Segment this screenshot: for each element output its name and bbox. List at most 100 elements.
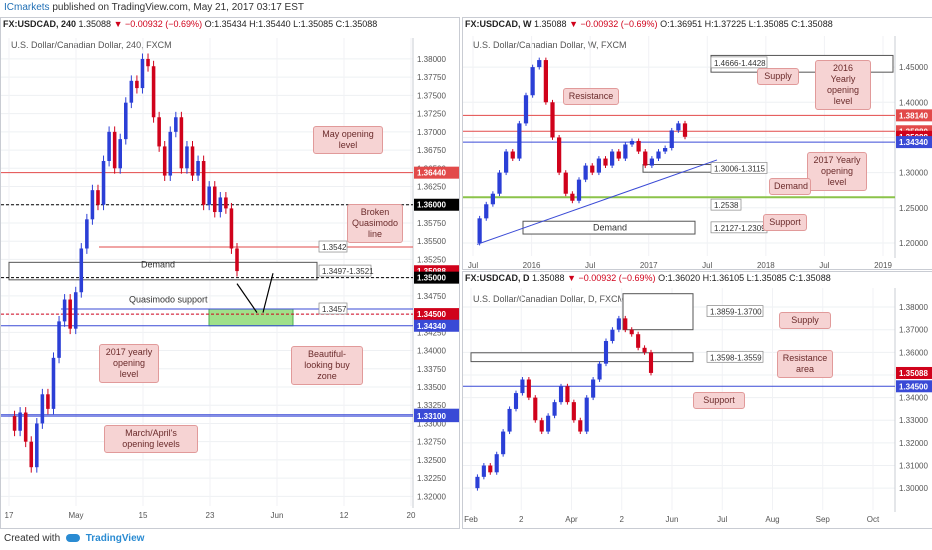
candle-body [533, 397, 538, 421]
note-demand: Demand [769, 178, 811, 195]
candle-body [18, 412, 22, 431]
candle-body [629, 140, 635, 145]
symbol-label: FX:USDCAD, D [465, 273, 530, 283]
y-tick-label: 1.25000 [899, 204, 928, 213]
candle-body [497, 172, 502, 194]
qm-support-label: Quasimodo support [129, 294, 208, 304]
candle-body [90, 190, 95, 220]
price-tag-label: 1.34340 [899, 138, 928, 147]
h4-chart-canvas[interactable]: 1.38000 1.37750 1.37500 1.37250 1.37000 1.367… [1, 18, 459, 528]
level-box [710, 56, 768, 69]
level-box [710, 198, 742, 211]
note-supply: Supply [757, 68, 799, 85]
y-tick-label: 1.34000 [417, 347, 446, 356]
tradingview-logo-icon [65, 534, 80, 543]
level-box-label: 1.2127-1.2309 [714, 224, 766, 233]
y-tick-label: 1.35500 [417, 237, 446, 246]
candle-body [46, 394, 50, 409]
price-tag [414, 410, 459, 423]
y-tick-label: 1.32750 [417, 438, 446, 447]
candle-body [546, 415, 551, 432]
candle-body [539, 420, 544, 432]
candle-body [590, 165, 595, 173]
price-tag [896, 136, 932, 149]
level-box-label: 1.3457 [322, 305, 347, 314]
x-tick-label: Feb [464, 515, 478, 524]
candle-body [224, 197, 228, 209]
chart-panel-daily[interactable]: FX:USDCAD, D 1.35088 ▼ −0.00932 (−0.69%)… [462, 271, 932, 529]
y-tick-label: 1.20000 [899, 239, 928, 248]
demand-zone [8, 261, 318, 281]
tradingview-link[interactable]: TradingView [85, 533, 145, 544]
candle-body [477, 218, 482, 243]
candle-body [101, 161, 106, 205]
candle-body [656, 151, 661, 159]
candle-body [124, 102, 128, 140]
candle-body [85, 219, 89, 249]
weekly-chart-canvas[interactable]: 1.450001.400001.350001.300001.250001.200… [463, 18, 932, 269]
y-tick-label: 1.33250 [417, 401, 446, 410]
note-2017-yearly: 2017 yearly opening level [99, 344, 159, 383]
candle-body [190, 146, 195, 176]
note-resistance-area: Resistance area [777, 350, 833, 378]
candle-body [488, 465, 493, 473]
price-tag-label: 1.34500 [417, 310, 446, 319]
y-tick-label: 1.30000 [899, 484, 928, 493]
price-tag-label: 1.38140 [899, 111, 928, 120]
note-supply: Supply [779, 312, 831, 329]
last-price: 1.35088 [534, 19, 567, 29]
chart-title: U.S. Dollar/Canadian Dollar, D, FXCM [473, 294, 626, 304]
candle-body [570, 193, 575, 201]
price-change: ▼ −0.00932 (−0.69%) [569, 19, 658, 29]
y-tick-label: 1.36250 [417, 183, 446, 192]
candle-body [29, 441, 34, 468]
candle-body [235, 248, 239, 272]
candle-body [490, 193, 495, 205]
daily-chart-canvas[interactable]: 1.380001.370001.360001.350001.340001.330… [463, 272, 932, 528]
price-change: ▼ −0.00932 (−0.69%) [113, 19, 203, 29]
x-tick-label: Jun [666, 515, 679, 524]
ohlc-readout: O:1.36951 H:1.37225 L:1.35085 C:1.35088 [660, 19, 833, 29]
price-tag [896, 380, 932, 393]
level-box [710, 162, 768, 174]
note-buy-zone: Beautiful-looking buy zone [291, 346, 363, 385]
candle-body [648, 352, 654, 373]
x-tick-label: 2016 [523, 261, 541, 269]
price-change: ▼ −0.00932 (−0.69%) [567, 273, 656, 283]
price-tag-label: 1.36000 [417, 201, 446, 210]
y-tick-label: 1.32000 [417, 492, 446, 501]
candle-body [642, 347, 647, 353]
chart-panel-weekly[interactable]: FX:USDCAD, W 1.35088 ▼ −0.00932 (−0.69%)… [462, 17, 932, 270]
candle-body [494, 454, 499, 473]
y-tick-label: 1.32250 [417, 474, 446, 483]
chart-header: FX:USDCAD, W 1.35088 ▼ −0.00932 (−0.69%)… [465, 18, 833, 30]
candle-body [504, 151, 509, 173]
candle-body [157, 117, 161, 147]
candle-body [185, 146, 189, 169]
publish-info: published on TradingView.com, May 21, 20… [52, 2, 304, 13]
level-box [318, 302, 348, 315]
note-support: Support [763, 214, 807, 231]
ohlc-readout: O:1.35434 H:1.35440 L:1.35085 C:1.35088 [204, 19, 378, 29]
candle-body [140, 58, 145, 89]
note-broken-quasimodo: Broken Quasimodo line [347, 204, 403, 243]
y-tick-label: 1.33000 [417, 419, 446, 428]
trend-line [476, 159, 718, 245]
candle-body [96, 190, 100, 205]
arrow-down-icon [236, 283, 258, 313]
price-tag-label: 1.33100 [417, 412, 446, 421]
x-tick-label: 20 [407, 511, 416, 520]
candle-body [174, 117, 178, 132]
y-tick-label: 1.36000 [899, 348, 928, 357]
symbol-label: FX:USDCAD, W [465, 19, 532, 29]
level-box-label: 1.3598-1.3559 [710, 353, 762, 362]
candle-body [669, 130, 674, 148]
author-link[interactable]: ICmarkets [4, 2, 50, 13]
candle-body [481, 465, 486, 477]
candle-body [649, 158, 654, 166]
y-tick-label: 1.37000 [417, 128, 446, 137]
y-tick-label: 1.37250 [417, 110, 446, 119]
chart-panel-h4[interactable]: FX:USDCAD, 240 1.35088 ▼ −0.00932 (−0.69… [0, 17, 460, 529]
candle-body [520, 379, 525, 394]
candle-body [629, 329, 634, 335]
